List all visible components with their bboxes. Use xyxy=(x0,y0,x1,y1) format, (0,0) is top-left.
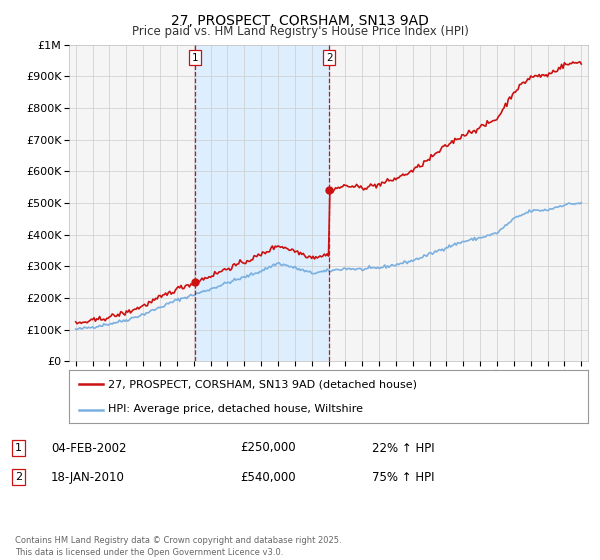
Text: 75% ↑ HPI: 75% ↑ HPI xyxy=(372,470,434,484)
Text: 2: 2 xyxy=(15,472,22,482)
Text: 04-FEB-2002: 04-FEB-2002 xyxy=(51,441,127,455)
Text: HPI: Average price, detached house, Wiltshire: HPI: Average price, detached house, Wilt… xyxy=(108,404,363,414)
Text: 1: 1 xyxy=(192,53,199,63)
Text: 27, PROSPECT, CORSHAM, SN13 9AD (detached house): 27, PROSPECT, CORSHAM, SN13 9AD (detache… xyxy=(108,380,417,390)
Text: 2: 2 xyxy=(326,53,332,63)
Text: 22% ↑ HPI: 22% ↑ HPI xyxy=(372,441,434,455)
Text: £540,000: £540,000 xyxy=(240,470,296,484)
Text: Contains HM Land Registry data © Crown copyright and database right 2025.
This d: Contains HM Land Registry data © Crown c… xyxy=(15,536,341,557)
Bar xyxy=(195,45,329,361)
Text: 1: 1 xyxy=(15,443,22,453)
Text: 18-JAN-2010: 18-JAN-2010 xyxy=(51,470,125,484)
Text: £250,000: £250,000 xyxy=(240,441,296,455)
Text: Price paid vs. HM Land Registry's House Price Index (HPI): Price paid vs. HM Land Registry's House … xyxy=(131,25,469,38)
Text: 27, PROSPECT, CORSHAM, SN13 9AD: 27, PROSPECT, CORSHAM, SN13 9AD xyxy=(171,14,429,28)
